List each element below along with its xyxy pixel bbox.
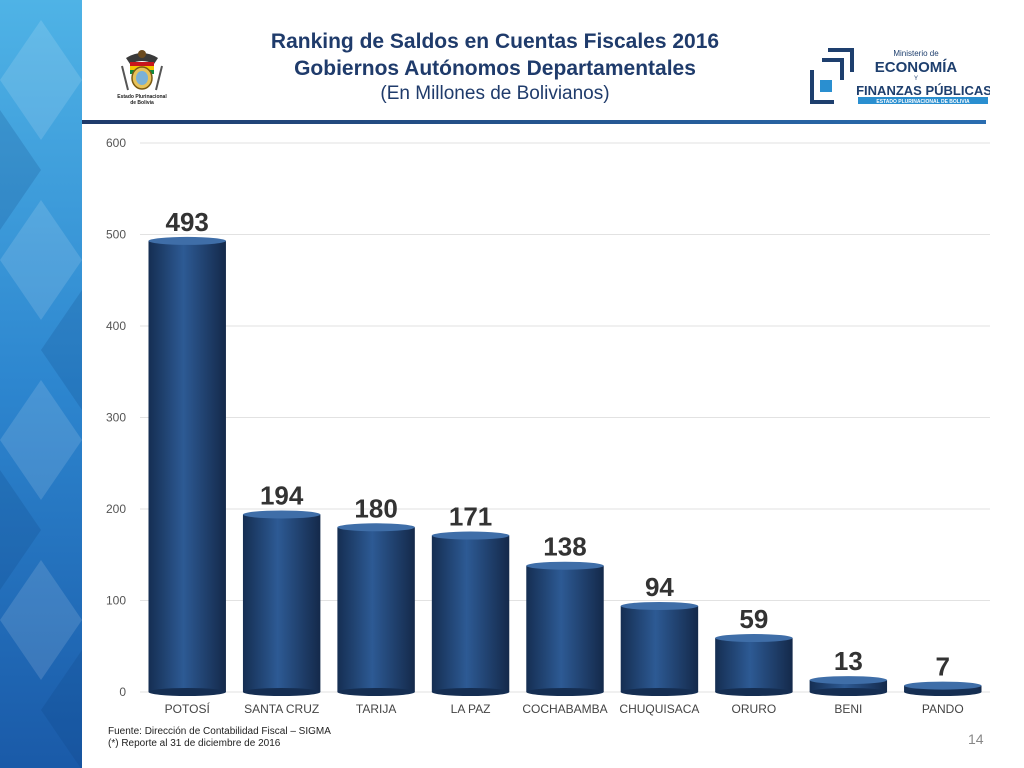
value-label: 194 [260,480,304,510]
y-tick-label: 500 [106,228,126,242]
ministry-y-text: Y [914,76,918,82]
bar-cap [809,676,888,685]
ministry-small-text: Ministerio de [893,49,939,58]
category-label: ORURO [732,702,777,716]
bar-chart: 0 100 200 300 400 500 600 493 194 180 171 138 94 59 1… [95,130,995,720]
value-label: 94 [645,572,674,602]
coat-caption-line1: Estado Plurinacional [117,94,167,100]
diamond-pattern [0,0,82,768]
bar-cap [526,561,604,570]
ministry-band-text: ESTADO PLURINACIONAL DE BOLIVIA [876,99,970,105]
bar-cap [715,634,793,643]
x-axis-categories: POTOSÍ SANTA CRUZ TARIJA LA PAZ COCHABAMBA CH… [165,701,964,716]
value-label: 59 [739,604,768,634]
category-label: SANTA CRUZ [244,702,319,716]
y-tick-label: 400 [106,319,126,333]
coat-caption-line2: de Bolivia [130,100,154,106]
bar-body [148,240,226,692]
bar [431,531,510,696]
ministry-economia-text: ECONOMÍA [875,59,958,76]
bar [526,561,604,696]
y-tick-label: 0 [119,685,126,699]
header-divider [82,120,986,124]
bar-body [526,565,604,692]
bar-base [148,688,226,696]
bar-base [242,688,321,696]
y-tick-label: 100 [106,594,126,608]
ministry-logo: Ministerio de ECONOMÍA Y FINANZAS PÚBLIC… [808,46,992,106]
y-tick-label: 200 [106,502,126,516]
ministry-finanzas-text: FINANZAS PÚBLICAS [856,83,990,98]
decorative-side-panel [0,0,82,768]
bar-body [715,638,793,692]
bar [242,510,321,696]
bar-base [431,688,510,696]
bar [715,634,793,696]
title-line-2: Gobiernos Autónomos Departamentales [294,57,696,80]
bar-cap [431,531,510,540]
value-label: 7 [936,652,950,682]
value-labels: 493 194 180 171 138 94 59 13 7 [166,207,950,682]
bar-base [809,688,888,696]
bar-cap [148,236,226,245]
bar-cap [904,681,982,690]
footer: Fuente: Dirección de Contabilidad Fiscal… [108,726,331,750]
value-label: 138 [543,532,586,562]
y-axis-ticks: 0 100 200 300 400 500 600 [106,136,126,699]
category-label: COCHABAMBA [522,702,607,716]
bar [620,601,699,696]
bar-base [715,688,793,696]
category-label: POTOSÍ [165,701,211,716]
bar [809,676,888,696]
bar-base [904,688,982,696]
category-label: BENI [834,702,862,716]
source-note: Fuente: Dirección de Contabilidad Fiscal… [108,726,331,737]
value-label: 13 [834,646,863,676]
bar [904,681,982,696]
category-label: PANDO [922,702,964,716]
bar-body [242,514,321,692]
bar-body [620,605,699,692]
report-note: (*) Reporte al 31 de diciembre de 2016 [108,738,281,749]
bar [148,236,226,696]
bar-base [337,688,415,696]
slide-title: Ranking de Saldos en Cuentas Fiscales 20… [170,28,820,106]
bar-body [809,680,888,692]
value-label: 180 [354,493,397,523]
bar-body [431,535,510,692]
title-units: (En Millones de Bolivianos) [380,83,610,104]
bar-cap [620,601,699,610]
bar-base [526,688,604,696]
y-tick-label: 600 [106,136,126,150]
bar-cap [337,523,415,532]
bar [337,523,415,696]
title-line-1: Ranking de Saldos en Cuentas Fiscales 20… [270,30,720,53]
category-label: LA PAZ [451,702,491,716]
page-number: 14 [968,731,984,747]
coat-of-arms-logo: Estado Plurinacional de Bolivia [112,48,172,108]
value-label: 493 [166,207,209,237]
category-label: CHUQUISACA [619,702,699,716]
category-label: TARIJA [356,702,396,716]
chart-svg: 0 100 200 300 400 500 600 493 194 180 171 138 94 59 1… [106,136,990,716]
bar-base [620,688,699,696]
bar-body [337,527,415,692]
bars [148,236,982,696]
value-label: 171 [449,502,492,532]
y-tick-label: 300 [106,411,126,425]
bar-cap [242,510,321,519]
